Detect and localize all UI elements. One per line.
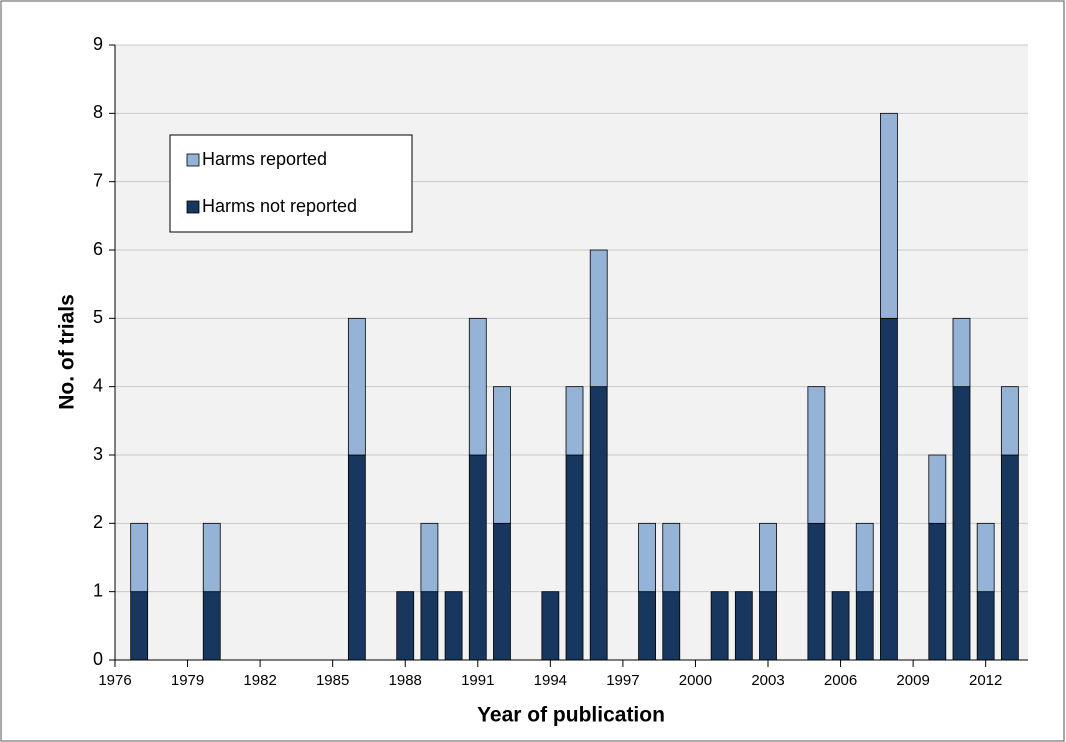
legend-swatch [186,153,200,167]
bar-segment [1000,454,1019,661]
bar-segment [468,454,487,661]
bar-segment [347,317,366,456]
x-tick-label: 1979 [171,672,204,689]
bar-segment [807,386,826,524]
legend-label: Harms not reported [202,196,357,216]
bar-segment [638,522,656,593]
bar-segment [928,522,947,661]
bar-segment [202,522,221,593]
y-tick-label: 7 [93,170,103,190]
legend-swatch [186,200,200,214]
x-tick-label: 2000 [679,672,712,689]
x-tick-label: 1976 [98,672,131,689]
bar-segment [396,591,415,661]
bar-segment [638,591,656,661]
bar-segment [710,591,729,661]
bar-segment [952,386,971,661]
y-tick-label: 4 [93,375,103,395]
bar-segment [855,522,874,593]
bar-segment [565,454,584,661]
bar-segment [1000,386,1019,456]
bar-segment [880,112,898,319]
legend-box [169,134,413,233]
bar-segment [444,591,463,661]
y-tick-label: 9 [93,34,103,54]
bar-segment [589,386,608,661]
bar-segment [831,591,850,661]
x-tick-label: 1985 [316,672,349,689]
bar-segment [493,522,511,661]
x-tick-label: 1994 [534,672,567,689]
bar-segment [662,591,681,661]
bar-segment [976,522,995,593]
bar-segment [541,591,560,661]
y-tick-label: 0 [93,649,103,669]
bar-segment [420,522,439,593]
y-tick-label: 2 [93,512,103,532]
bar-segment [976,591,995,661]
x-tick-label: 1991 [461,672,494,689]
bar-segment [130,591,149,661]
y-tick-label: 6 [93,239,103,259]
bar-segment [855,591,874,661]
legend-label: Harms reported [202,149,327,169]
bar-segment [493,386,511,524]
x-axis-title: Year of publication [477,704,665,727]
bar-segment [347,454,366,661]
y-axis-title: No. of trials [56,294,79,410]
y-tick-label: 8 [93,102,103,122]
bar-segment [589,249,608,388]
bar-segment [130,522,149,593]
bar-segment [759,522,777,593]
y-tick-label: 1 [93,580,103,600]
x-tick-label: 2012 [969,672,1002,689]
x-tick-label: 2006 [824,672,857,689]
x-tick-label: 2003 [751,672,784,689]
y-tick-label: 5 [93,307,103,327]
x-tick-label: 1988 [389,672,422,689]
bar-segment [662,522,681,593]
y-tick-label: 3 [93,444,103,464]
bar-segment [202,591,221,661]
bar-segment [952,317,971,388]
x-tick-label: 1982 [243,672,276,689]
x-tick-label: 2009 [896,672,929,689]
bar-segment [420,591,439,661]
bar-segment [468,317,487,456]
x-tick-label: 1997 [606,672,639,689]
bar-segment [928,454,947,524]
bar-segment [565,386,584,456]
bar-segment [880,317,898,661]
bar-segment [734,591,753,661]
bar-segment [759,591,777,661]
bar-segment [807,522,826,661]
